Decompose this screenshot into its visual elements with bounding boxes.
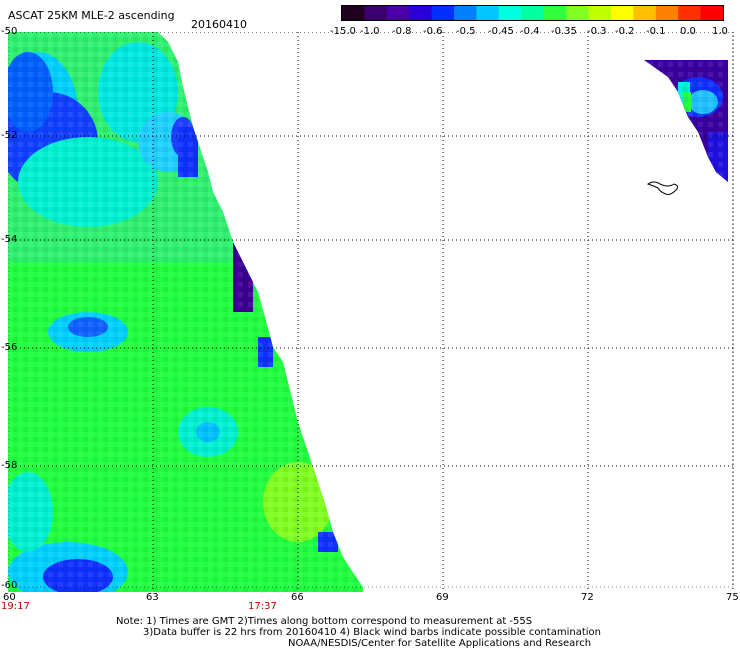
colorbar-swatch	[498, 6, 522, 20]
island-outline	[646, 181, 679, 195]
colorbar-label: 1.0	[712, 26, 728, 37]
lat-label: -50	[1, 26, 18, 37]
time-label-middle: 17:37	[248, 601, 277, 612]
colorbar-label: -15.0	[330, 26, 356, 37]
colorbar-swatch	[543, 6, 567, 20]
map-title: ASCAT 25KM MLE-2 ascending	[8, 9, 175, 22]
colorbar-swatch	[454, 6, 478, 20]
lat-label: -56	[1, 342, 18, 353]
colorbar-label: -0.4	[520, 26, 540, 37]
lon-label: 66	[291, 592, 304, 603]
colorbar-swatch	[678, 6, 702, 20]
colorbar	[341, 5, 724, 21]
lon-label: 75	[726, 592, 739, 603]
colorbar-swatch	[409, 6, 433, 20]
colorbar-swatch	[610, 6, 634, 20]
colorbar-swatch	[386, 6, 410, 20]
lat-label: -52	[1, 130, 18, 141]
lat-label: -54	[1, 234, 18, 245]
colorbar-swatch	[700, 6, 723, 20]
note-line-3: NOAA/NESDIS/Center for Satellite Applica…	[288, 638, 592, 649]
lat-label: -60	[1, 580, 18, 591]
map-date: 20160410	[191, 18, 247, 31]
wind-map	[8, 32, 736, 592]
colorbar-swatch	[431, 6, 455, 20]
lon-label: 72	[581, 592, 594, 603]
colorbar-swatch	[566, 6, 590, 20]
colorbar-label: -1.0	[360, 26, 380, 37]
colorbar-swatch	[364, 6, 388, 20]
time-label-left: 19:17	[1, 601, 30, 612]
colorbar-swatch	[521, 6, 545, 20]
colorbar-label: 0.0	[680, 26, 696, 37]
lon-label: 63	[146, 592, 159, 603]
colorbar-swatch	[588, 6, 612, 20]
colorbar-swatch	[476, 6, 500, 20]
colorbar-label: -0.1	[646, 26, 666, 37]
colorbar-gradient	[342, 6, 723, 20]
colorbar-swatch	[655, 6, 679, 20]
note-line-2: 3)Data buffer is 22 hrs from 20160410 4)…	[143, 627, 601, 638]
colorbar-label: -0.5	[456, 26, 476, 37]
colorbar-swatch	[633, 6, 657, 20]
colorbar-swatch	[342, 6, 366, 20]
colorbar-label: -0.35	[551, 26, 577, 37]
lon-label: 69	[436, 592, 449, 603]
lat-label: -58	[1, 460, 18, 471]
lon-label: 60	[3, 592, 16, 603]
colorbar-label: -0.8	[392, 26, 412, 37]
note-line-1: Note: 1) Times are GMT 2)Times along bot…	[116, 616, 533, 627]
swath-east	[644, 60, 728, 182]
swath-west	[8, 32, 363, 592]
